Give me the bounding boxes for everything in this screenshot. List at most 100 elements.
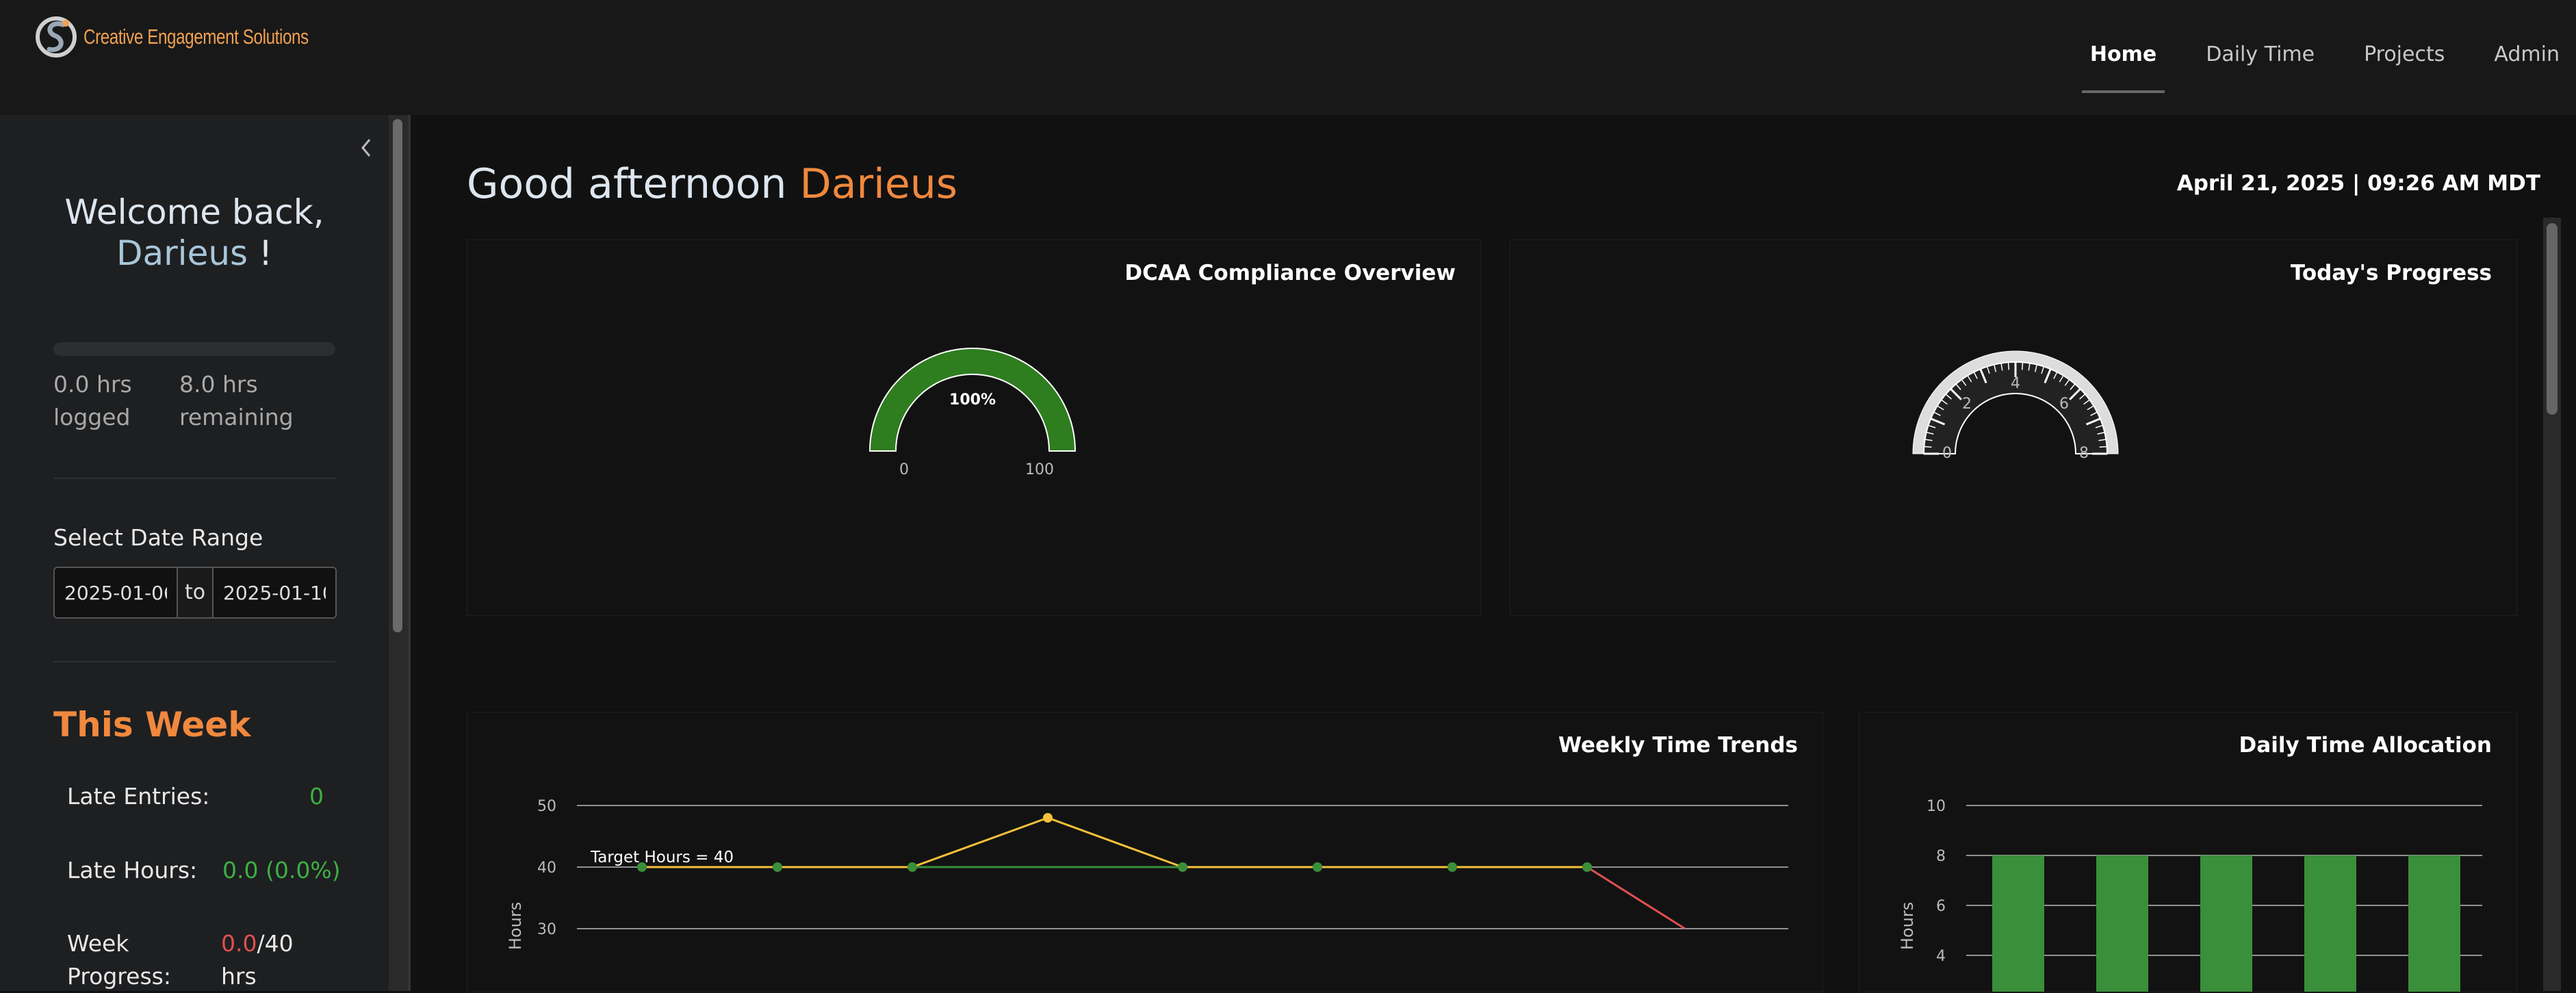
gauge-tick xyxy=(1961,379,1967,386)
daily-bar[interactable] xyxy=(1992,855,2044,992)
divider xyxy=(53,478,335,479)
gauge-tick xyxy=(2098,439,2107,441)
week-progress-total: /40 xyxy=(257,930,294,957)
nav-home[interactable]: Home xyxy=(2081,36,2165,93)
daily-ytick-label: 4 xyxy=(1936,948,1946,965)
gauge-tick xyxy=(2041,366,2045,374)
hours-logged-label: logged xyxy=(53,404,131,430)
welcome-message: Welcome back, Darieus ! xyxy=(27,192,361,274)
gauge-tick xyxy=(2007,362,2010,370)
week-progress-logged: 0.0 xyxy=(221,930,257,957)
compliance-title: DCAA Compliance Overview xyxy=(1124,261,1456,285)
gauge-tick xyxy=(1986,366,1990,374)
gauge-tick xyxy=(2087,405,2094,411)
collapse-sidebar-icon[interactable] xyxy=(356,134,376,162)
weekly-data-point[interactable] xyxy=(907,862,917,872)
week-progress-label-line1: Week xyxy=(67,930,129,957)
nav-daily-time[interactable]: Daily Time xyxy=(2206,42,2315,66)
date-range-separator: to xyxy=(177,568,214,617)
gauge-tick xyxy=(1926,431,1934,435)
gauge-tick xyxy=(1933,411,1941,416)
gauge-tick xyxy=(1973,372,1978,379)
weekly-data-point[interactable] xyxy=(1178,862,1187,872)
daily-bar[interactable] xyxy=(2304,855,2356,992)
weekly-data-point[interactable] xyxy=(773,862,782,872)
nav-projects[interactable]: Projects xyxy=(2364,42,2445,66)
todays-progress-gauge-ticks xyxy=(1924,362,2107,455)
hours-remaining-label: remaining xyxy=(179,404,294,430)
compliance-card: DCAA Compliance Overview 100% 0 100 xyxy=(467,240,1481,616)
weekly-data-point[interactable] xyxy=(1313,862,1322,872)
daily-allocation-card: Daily Time Allocation 4 6 8 10 Hours xyxy=(1859,712,2517,992)
todays-progress-gauge: 0 2 4 6 8 xyxy=(1912,350,2119,462)
weekly-actual-line xyxy=(642,816,1587,868)
gauge-tick xyxy=(2079,394,2086,400)
todays-progress-tick-0: 0 xyxy=(1942,445,1952,462)
compliance-gauge-value: 100% xyxy=(949,391,996,409)
brand-logo[interactable]: Creative Engagement Solutions xyxy=(36,10,372,64)
gauge-tick xyxy=(2059,375,2064,383)
gauge-tick xyxy=(2095,424,2103,428)
gauge-tick xyxy=(1955,383,1961,390)
gauge-tick xyxy=(1924,439,1933,441)
weekly-ytick-label: 40 xyxy=(537,860,556,877)
target-hours-annotation: Target Hours = 40 xyxy=(590,849,734,866)
week-progress-value: 0.0/40 hrs xyxy=(221,927,294,993)
weekly-drop-line xyxy=(1586,866,1686,930)
week-progress-unit: hrs xyxy=(221,963,257,990)
gauge-tick xyxy=(2053,372,2058,379)
gauge-tick xyxy=(2021,362,2024,370)
gauge-tick xyxy=(2085,417,2101,426)
welcome-line: Welcome back, xyxy=(64,192,324,232)
late-hours-value: 0.0 (0.0%) xyxy=(222,857,341,884)
week-progress-label: Week Progress: xyxy=(67,927,171,993)
gauge-tick xyxy=(1924,446,1932,448)
daily-allocation-chart: 4 6 8 10 Hours xyxy=(1898,798,2482,992)
week-progress-label-line2: Progress: xyxy=(67,963,171,990)
divider xyxy=(53,661,335,662)
date-from-input[interactable] xyxy=(55,568,177,617)
gauge-tick xyxy=(1979,368,1987,384)
daily-ytick-label: 10 xyxy=(1927,798,1946,815)
weekly-data-point[interactable] xyxy=(637,862,647,872)
daily-bar[interactable] xyxy=(2408,855,2460,992)
gauge-tick xyxy=(2069,388,2081,400)
gauge-tick xyxy=(1937,405,1944,411)
greeting: Good afternoon xyxy=(467,160,800,208)
late-entries-value: 0 xyxy=(309,783,324,810)
date-range-label: Select Date Range xyxy=(53,524,263,551)
compliance-gauge-max: 100 xyxy=(1025,461,1054,478)
sidebar xyxy=(0,115,389,991)
weekly-trends-chart: 30 40 50 Hours Target Hours = 40 xyxy=(506,798,1788,950)
gauge-tick xyxy=(1967,375,1972,383)
compliance-gauge: 100% 0 100 xyxy=(868,348,1077,478)
daily-bar[interactable] xyxy=(2200,855,2252,992)
welcome-suffix: ! xyxy=(248,233,273,273)
gauge-tick xyxy=(2044,368,2052,384)
gauge-tick xyxy=(2070,383,2076,390)
todays-progress-tick-8: 8 xyxy=(2079,445,2089,462)
weekly-trends-title: Weekly Time Trends xyxy=(1558,733,1798,758)
main-nav: Home Daily Time Projects Admin xyxy=(2081,36,2576,93)
gauge-tick xyxy=(2083,399,2090,405)
main-scrollbar-thumb[interactable] xyxy=(2547,223,2558,415)
date-to-input[interactable] xyxy=(214,568,335,617)
weekly-data-point[interactable] xyxy=(1582,862,1592,872)
gauge-tick xyxy=(2099,446,2107,448)
sidebar-scrollbar-thumb[interactable] xyxy=(393,119,402,632)
gauge-tick xyxy=(1950,388,1962,400)
todays-progress-tick-2: 2 xyxy=(1962,396,1972,413)
daily-ylabel: Hours xyxy=(1898,902,1917,950)
gauge-tick xyxy=(1993,364,1997,372)
weekly-ytick-label: 50 xyxy=(537,798,556,815)
weekly-data-point[interactable] xyxy=(1043,813,1053,823)
brand-logo-icon xyxy=(36,16,77,57)
current-datetime: April 21, 2025 | 09:26 AM MDT xyxy=(2176,171,2540,196)
late-entries-label: Late Entries: xyxy=(67,783,210,810)
hours-logged-stat: 0.0 hrs logged xyxy=(53,368,132,434)
date-range-picker: to xyxy=(53,567,337,619)
nav-admin[interactable]: Admin xyxy=(2494,42,2560,66)
hours-remaining-stat: 8.0 hrs remaining xyxy=(179,368,294,434)
weekly-data-point[interactable] xyxy=(1447,862,1457,872)
daily-bar[interactable] xyxy=(2096,855,2148,992)
